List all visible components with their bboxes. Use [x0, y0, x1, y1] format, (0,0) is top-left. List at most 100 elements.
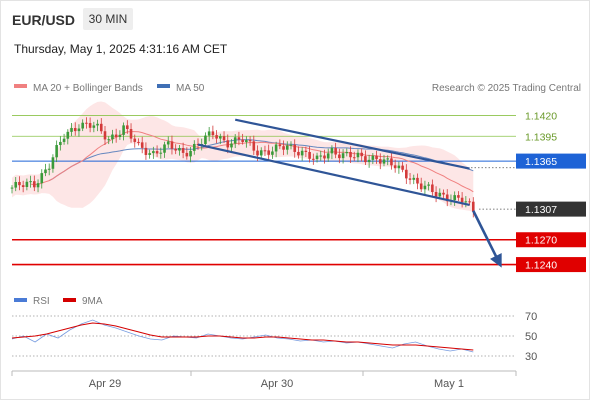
candle	[40, 169, 44, 189]
candle	[367, 154, 371, 168]
candle	[397, 161, 401, 174]
candle	[248, 136, 252, 146]
candle	[304, 146, 308, 158]
candle	[267, 144, 270, 160]
candle	[107, 136, 111, 145]
candle	[29, 175, 32, 188]
current-price-tag	[516, 201, 586, 217]
candle	[88, 117, 92, 133]
candle	[21, 180, 25, 193]
candle	[170, 135, 174, 155]
candle	[155, 145, 159, 157]
candle	[237, 131, 241, 146]
pivot-tag	[516, 153, 586, 169]
ma50-legend-swatch	[157, 84, 170, 88]
candle	[140, 136, 144, 154]
candle	[274, 141, 278, 158]
candle	[323, 149, 326, 164]
candle	[47, 163, 51, 176]
trend-line	[234, 118, 470, 170]
candle	[70, 122, 73, 137]
candle	[315, 152, 319, 163]
candle	[401, 161, 404, 173]
candle	[99, 118, 103, 134]
candle	[36, 179, 40, 193]
candle	[308, 146, 311, 163]
candle	[300, 147, 304, 161]
current-price-label: 1.1307	[525, 204, 557, 216]
candle	[159, 147, 163, 159]
candle	[211, 125, 215, 140]
candle	[192, 140, 196, 155]
candle	[126, 120, 129, 134]
resistance-label: 1.1420	[525, 111, 557, 123]
candle	[111, 129, 114, 144]
candle	[293, 139, 297, 158]
candle	[434, 186, 438, 203]
rsi-ma-line	[11, 322, 474, 351]
candle	[226, 134, 230, 154]
candle	[178, 144, 181, 156]
candle	[338, 148, 341, 164]
candle	[419, 177, 423, 193]
candle	[326, 148, 330, 162]
candle	[445, 189, 449, 207]
candle	[174, 144, 177, 155]
candle	[152, 146, 155, 159]
candle	[386, 155, 390, 166]
candle	[252, 135, 256, 155]
support-tag	[516, 257, 586, 273]
candle	[312, 153, 315, 165]
support-label: 1.1240	[525, 260, 557, 272]
candle	[137, 138, 140, 146]
candle	[431, 179, 434, 197]
candle	[33, 175, 36, 192]
candle	[471, 197, 475, 218]
candle	[144, 142, 148, 160]
rsi-panel: 70 50 30	[11, 311, 537, 363]
x-tick-label: Apr 30	[261, 378, 293, 390]
candle	[382, 154, 386, 167]
candle	[85, 117, 88, 129]
x-tick-label: Apr 29	[89, 378, 121, 390]
candle	[59, 136, 62, 151]
candle	[278, 139, 282, 150]
candle	[405, 164, 408, 184]
candle	[181, 142, 185, 159]
candle	[245, 136, 248, 148]
candle	[297, 146, 300, 159]
candle	[204, 132, 207, 148]
candle	[319, 150, 323, 161]
symbol-label: EUR/USD	[12, 12, 76, 28]
candle	[163, 141, 166, 158]
candle	[345, 148, 349, 157]
level-tags: 1.1420 1.1395 1.1365 1.1307 1.1270 1.1240	[516, 111, 586, 273]
candle	[189, 146, 192, 163]
candle	[356, 149, 360, 163]
candle	[360, 148, 363, 162]
rsi-tick-label: 50	[525, 331, 537, 343]
candle	[122, 122, 125, 141]
candle	[271, 146, 274, 159]
x-axis-labels: Apr 29 Apr 30 May 1	[11, 371, 517, 390]
timeframe-button[interactable]: 30 MIN	[83, 8, 133, 30]
source-label: Research © 2025 Trading Central	[432, 83, 581, 94]
candle	[103, 126, 107, 145]
candle	[129, 123, 133, 143]
candle	[427, 181, 430, 191]
candle	[10, 185, 14, 194]
rsi-legend-swatch	[14, 298, 27, 302]
candle	[14, 177, 18, 192]
candle	[330, 145, 334, 160]
candle	[263, 145, 267, 156]
bollinger-bands	[12, 101, 474, 213]
candle	[215, 130, 218, 144]
candle	[412, 174, 416, 185]
candle	[423, 180, 427, 195]
candle	[81, 119, 84, 132]
candle	[259, 147, 263, 159]
rsi-legend-label: RSI	[33, 296, 50, 307]
candle	[371, 153, 375, 164]
candle	[285, 141, 289, 155]
